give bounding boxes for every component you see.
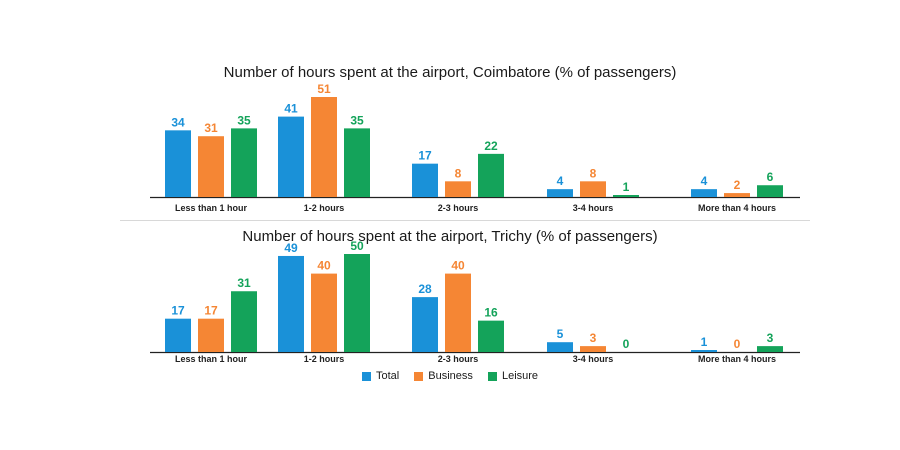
data-label-coimbatore-leisure-0: 35 (237, 113, 251, 127)
data-label-trichy-leisure-4: 3 (767, 331, 774, 345)
bar-trichy-business-2 (445, 273, 471, 352)
bar-coimbatore-total-2 (412, 163, 438, 197)
x-tick-label-trichy-4: More than 4 hours (698, 354, 776, 364)
data-label-trichy-leisure-1: 50 (350, 239, 364, 253)
data-label-coimbatore-business-1: 51 (317, 82, 331, 96)
data-label-trichy-business-0: 17 (204, 304, 218, 318)
x-tick-label-coimbatore-3: 3-4 hours (573, 203, 614, 213)
data-label-trichy-business-3: 3 (590, 331, 597, 345)
data-label-trichy-leisure-3: 0 (623, 337, 630, 351)
data-label-trichy-total-2: 28 (418, 282, 432, 296)
bar-trichy-leisure-4 (757, 346, 783, 352)
legend-swatch-leisure (487, 371, 497, 381)
data-label-coimbatore-total-4: 4 (701, 174, 708, 188)
x-tick-label-trichy-3: 3-4 hours (573, 354, 614, 364)
bar-trichy-total-3 (547, 342, 573, 352)
bar-coimbatore-leisure-3 (613, 195, 639, 197)
bar-trichy-leisure-0 (231, 291, 257, 352)
bar-trichy-total-1 (278, 255, 304, 352)
x-tick-label-trichy-2: 2-3 hours (438, 354, 479, 364)
x-tick-label-trichy-1: 1-2 hours (304, 354, 345, 364)
data-label-trichy-total-3: 5 (557, 327, 564, 341)
legend-item-total: Total (361, 370, 400, 382)
bar-trichy-business-0 (198, 318, 224, 352)
data-label-coimbatore-leisure-2: 22 (484, 139, 498, 153)
bar-coimbatore-business-1 (311, 97, 337, 197)
bar-coimbatore-total-4 (691, 189, 717, 197)
chart-title-coimbatore: Number of hours spent at the airport, Co… (223, 64, 677, 81)
bar-trichy-total-4 (691, 350, 717, 352)
legend-label-business: Business (428, 370, 473, 382)
data-label-coimbatore-total-0: 34 (171, 115, 185, 129)
bar-coimbatore-leisure-2 (478, 153, 504, 197)
x-tick-label-coimbatore-0: Less than 1 hour (175, 203, 248, 213)
bar-trichy-leisure-2 (478, 320, 504, 352)
bar-coimbatore-business-3 (580, 181, 606, 197)
bar-coimbatore-total-3 (547, 189, 573, 197)
bar-coimbatore-leisure-0 (231, 128, 257, 197)
data-label-coimbatore-total-3: 4 (557, 174, 564, 188)
data-label-coimbatore-business-0: 31 (204, 121, 218, 135)
data-label-trichy-business-2: 40 (451, 259, 465, 273)
data-label-trichy-total-4: 1 (701, 335, 708, 349)
data-label-trichy-business-4: 0 (734, 337, 741, 351)
chart-title-trichy: Number of hours spent at the airport, Tr… (242, 228, 658, 245)
legend-label-total: Total (375, 370, 400, 382)
legend: Total Business Leisure (0, 370, 900, 384)
x-tick-label-coimbatore-4: More than 4 hours (698, 203, 776, 213)
bar-trichy-total-0 (165, 318, 191, 352)
data-label-coimbatore-business-2: 8 (455, 166, 462, 180)
x-tick-label-coimbatore-1: 1-2 hours (304, 203, 345, 213)
bar-trichy-business-1 (311, 273, 337, 352)
legend-swatch-business (414, 371, 424, 381)
bar-coimbatore-business-0 (198, 136, 224, 197)
data-label-trichy-business-1: 40 (317, 259, 331, 273)
bar-trichy-business-3 (580, 346, 606, 352)
legend-swatch-total (361, 371, 371, 381)
x-tick-label-coimbatore-2: 2-3 hours (438, 203, 479, 213)
data-label-coimbatore-business-4: 2 (734, 178, 741, 192)
x-tick-label-trichy-0: Less than 1 hour (175, 354, 248, 364)
data-label-coimbatore-business-3: 8 (590, 166, 597, 180)
bar-coimbatore-total-1 (278, 116, 304, 197)
data-label-coimbatore-leisure-1: 35 (350, 113, 364, 127)
bar-coimbatore-leisure-4 (757, 185, 783, 197)
bar-trichy-leisure-1 (344, 254, 370, 352)
data-label-coimbatore-leisure-4: 6 (767, 170, 774, 184)
data-label-coimbatore-total-2: 17 (418, 149, 432, 163)
bar-coimbatore-business-2 (445, 181, 471, 197)
data-label-trichy-total-1: 49 (284, 241, 298, 255)
legend-item-business: Business (414, 370, 473, 382)
data-label-trichy-leisure-2: 16 (484, 306, 498, 320)
bar-coimbatore-business-4 (724, 193, 750, 197)
data-label-trichy-leisure-0: 31 (237, 276, 251, 290)
bar-trichy-total-2 (412, 297, 438, 352)
data-label-coimbatore-total-1: 41 (284, 102, 298, 116)
bar-coimbatore-leisure-1 (344, 128, 370, 197)
data-label-coimbatore-leisure-3: 1 (623, 180, 630, 194)
divider (120, 220, 810, 221)
legend-label-leisure: Leisure (501, 370, 539, 382)
legend-item-leisure: Leisure (487, 370, 539, 382)
data-label-trichy-total-0: 17 (171, 304, 185, 318)
bar-coimbatore-total-0 (165, 130, 191, 197)
